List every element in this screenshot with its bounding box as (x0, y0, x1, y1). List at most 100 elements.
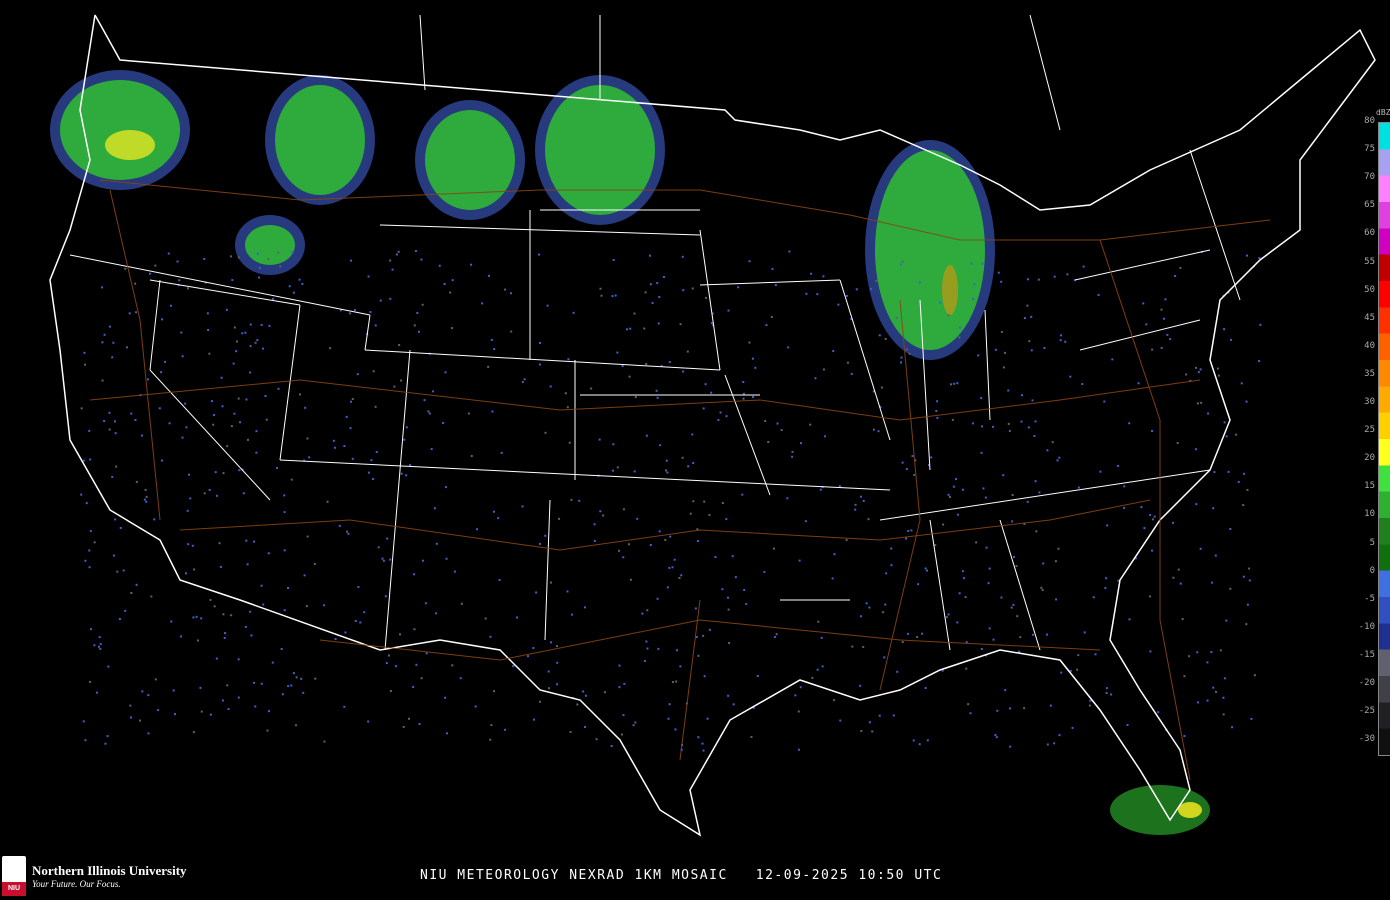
radar-pixel (590, 387, 593, 390)
radar-pixel (612, 443, 615, 446)
radar-pixel (1089, 699, 1092, 702)
radar-pixel (420, 258, 423, 261)
radar-pixel (1223, 677, 1226, 680)
radar-pixel (535, 591, 538, 594)
radar-pixel (398, 344, 401, 347)
radar-pixel (84, 363, 87, 366)
radar-pixel (279, 265, 282, 268)
radar-echo (942, 265, 958, 315)
radar-pixel (223, 636, 226, 639)
radar-pixel (717, 419, 720, 422)
radar-pixel (114, 518, 117, 521)
radar-pixel (504, 728, 507, 731)
radar-pixel (855, 288, 858, 291)
radar-pixel (1243, 472, 1246, 475)
radar-pixel (1179, 266, 1182, 269)
radar-pixel (1046, 449, 1049, 452)
radar-pixel (258, 276, 261, 279)
radar-pixel (732, 703, 735, 706)
radar-pixel (854, 503, 857, 506)
radar-pixel (333, 446, 336, 449)
radar-pixel (972, 297, 975, 300)
radar-pixel (1117, 464, 1120, 467)
radar-pixel (219, 565, 222, 568)
dbz-legend: dBZ 80 75 70 65 60 55 50 45 40 35 30 25 20 15 10 5 0 -5 -1… (1355, 108, 1390, 758)
radar-pixel (283, 609, 286, 612)
radar-pixel (244, 331, 247, 334)
radar-pixel (1104, 586, 1107, 589)
radar-pixel (88, 429, 91, 432)
radar-pixel (129, 716, 132, 719)
radar-pixel (154, 264, 157, 267)
radar-pixel (287, 685, 290, 688)
radar-pixel (84, 739, 87, 742)
radar-pixel (634, 721, 637, 724)
radar-pixel (991, 425, 994, 428)
radar-pixel (742, 397, 745, 400)
radar-pixel (357, 585, 360, 588)
radar-pixel (984, 496, 987, 499)
radar-pixel (195, 615, 198, 618)
radar-pixel (1031, 633, 1034, 636)
radar-pixel (241, 332, 244, 335)
radar-pixel (773, 635, 776, 638)
radar-pixel (627, 543, 630, 546)
radar-pixel (1013, 555, 1016, 558)
radar-pixel (1246, 488, 1249, 491)
us-outline (49, 14, 1376, 837)
radar-pixel (702, 407, 705, 410)
radar-pixel (1092, 596, 1095, 599)
radar-pixel (533, 718, 536, 721)
radar-pixel (1110, 693, 1113, 696)
radar-pixel (272, 297, 275, 300)
radar-pixel (549, 641, 552, 644)
radar-pixel (145, 495, 148, 498)
radar-pixel (924, 687, 927, 690)
radar-pixel (1069, 669, 1072, 672)
radar-pixel (424, 602, 427, 605)
radar-pixel (1246, 603, 1249, 606)
radar-pixel (970, 262, 973, 265)
radar-pixel (671, 681, 674, 684)
radar-pixel (1023, 317, 1026, 320)
radar-pixel (1219, 649, 1222, 652)
niu-logo: NIU Northern Illinois University Your Fu… (2, 856, 187, 896)
radar-pixel (770, 315, 773, 318)
radar-pixel (679, 323, 682, 326)
radar-pixel (339, 309, 342, 312)
radar-pixel (600, 294, 603, 297)
radar-pixel (1081, 383, 1084, 386)
radar-pixel (1128, 422, 1131, 425)
legend-tick: 20 (1364, 453, 1375, 464)
radar-pixel (669, 535, 672, 538)
radar-pixel (1064, 340, 1067, 343)
radar-pixel (546, 304, 549, 307)
radar-pixel (427, 410, 430, 413)
radar-pixel (510, 330, 513, 333)
radar-pixel (246, 438, 249, 441)
radar-pixel (107, 665, 110, 668)
legend-tick: 60 (1364, 228, 1375, 239)
radar-pixel (1153, 515, 1156, 518)
radar-pixel (1000, 330, 1003, 333)
radar-pixel (154, 678, 157, 681)
radar-pixel (1023, 707, 1026, 710)
radar-pixel (1015, 565, 1018, 568)
legend-tick: 65 (1364, 200, 1375, 211)
radar-pixel (374, 324, 377, 327)
radar-pixel (349, 400, 352, 403)
radar-pixel (728, 641, 731, 644)
radar-pixel (126, 346, 129, 349)
radar-pixel (1258, 359, 1261, 362)
radar-pixel (547, 687, 550, 690)
radar-pixel (302, 691, 305, 694)
radar-pixel (1149, 650, 1152, 653)
radar-pixel (1004, 689, 1007, 692)
radar-pixel (1151, 429, 1154, 432)
radar-pixel (400, 379, 403, 382)
radar-pixel (295, 724, 298, 727)
radar-pixel (84, 559, 87, 562)
radar-pixel (962, 577, 965, 580)
radar-pixel (359, 621, 362, 624)
radar-pixel (681, 255, 684, 258)
